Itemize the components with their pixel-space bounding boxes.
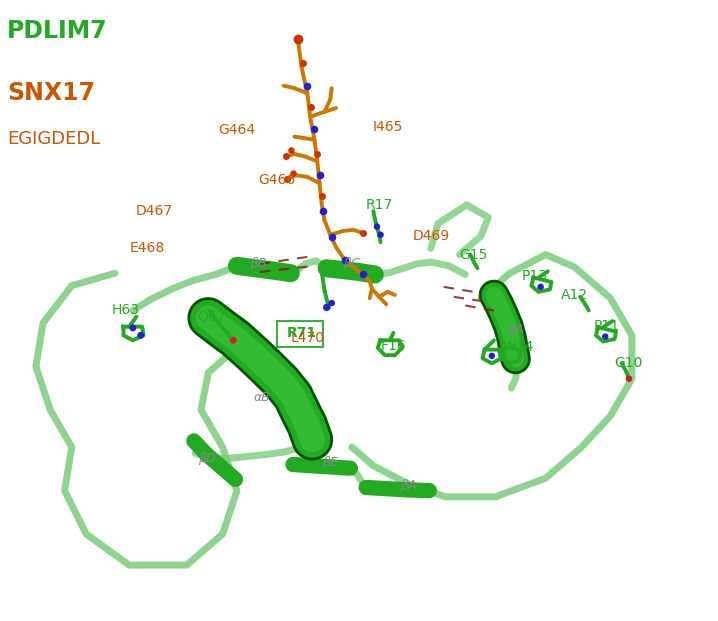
- Point: [281, 174, 293, 184]
- Text: H63: H63: [112, 304, 139, 317]
- Point: [357, 228, 368, 238]
- Text: R17: R17: [365, 198, 393, 212]
- Text: P11: P11: [594, 319, 620, 333]
- Text: G466: G466: [258, 173, 295, 187]
- Point: [309, 124, 320, 134]
- Text: P13: P13: [522, 270, 548, 283]
- Text: G15: G15: [460, 248, 488, 261]
- Point: [305, 102, 317, 112]
- Text: D467: D467: [136, 204, 173, 218]
- Text: EGIGDEDL: EGIGDEDL: [7, 130, 101, 148]
- Text: F16: F16: [381, 339, 406, 353]
- Text: E468: E468: [129, 242, 165, 255]
- Text: αA: αA: [507, 323, 524, 335]
- Point: [623, 374, 635, 384]
- Point: [314, 170, 325, 180]
- Text: PDLIM7: PDLIM7: [7, 19, 108, 43]
- Text: I465: I465: [373, 120, 403, 134]
- Point: [600, 332, 611, 342]
- Point: [357, 270, 368, 279]
- Point: [321, 302, 332, 312]
- Point: [535, 282, 546, 292]
- FancyBboxPatch shape: [277, 321, 323, 347]
- Point: [317, 206, 329, 216]
- Text: R71: R71: [286, 326, 317, 340]
- Text: L470: L470: [290, 332, 325, 345]
- Point: [135, 330, 146, 340]
- Text: βE: βE: [322, 456, 338, 469]
- Text: βC: βC: [343, 257, 360, 270]
- Point: [297, 58, 309, 68]
- Point: [287, 168, 299, 178]
- Point: [302, 81, 313, 91]
- Point: [292, 34, 304, 43]
- Text: αB: αB: [253, 391, 271, 404]
- Point: [285, 145, 297, 155]
- Text: SNX17: SNX17: [7, 81, 95, 105]
- Text: W14: W14: [503, 340, 534, 353]
- Text: βD: βD: [198, 452, 215, 465]
- Point: [326, 232, 337, 242]
- Text: Q67: Q67: [197, 310, 226, 324]
- Text: βB: βB: [250, 257, 267, 270]
- Text: D469: D469: [412, 229, 449, 243]
- Point: [316, 191, 327, 201]
- Text: G464: G464: [218, 124, 256, 137]
- Point: [375, 230, 386, 240]
- Point: [312, 149, 323, 159]
- Point: [228, 335, 239, 345]
- Point: [326, 298, 337, 308]
- Text: A12: A12: [561, 288, 588, 302]
- Point: [127, 323, 139, 333]
- Point: [339, 255, 350, 265]
- Point: [371, 222, 383, 232]
- Point: [280, 152, 292, 161]
- Text: βA: βA: [400, 479, 416, 492]
- Point: [486, 351, 498, 361]
- Text: G10: G10: [614, 356, 643, 370]
